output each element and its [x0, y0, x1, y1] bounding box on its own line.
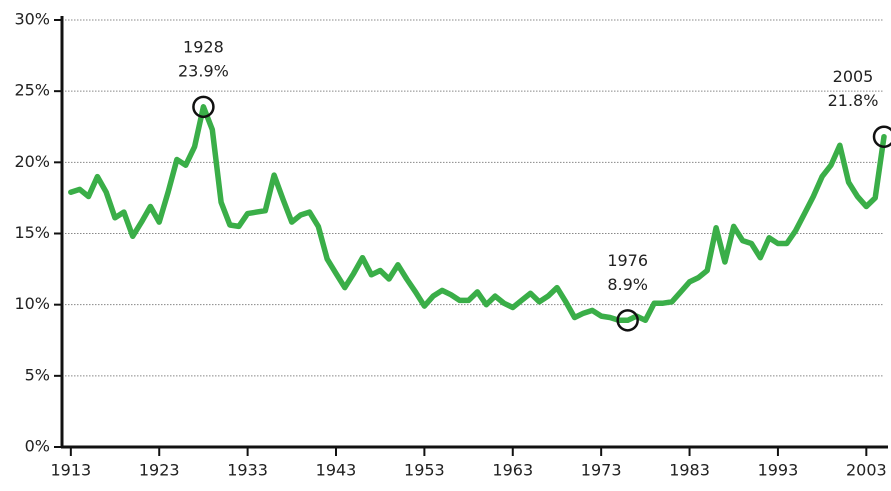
y-tick-label: 25%	[14, 81, 50, 100]
y-tick-label: 15%	[14, 223, 50, 242]
x-tick-label: 1913	[50, 461, 91, 480]
x-tick-label: 1983	[669, 461, 710, 480]
annotation-marker	[872, 125, 891, 148]
annotation-marker	[192, 95, 215, 119]
annotation-marker	[616, 309, 639, 332]
annotation-value: 8.9%	[607, 275, 648, 294]
x-tick-label: 1953	[404, 461, 445, 480]
annotation-value: 21.8%	[828, 91, 879, 110]
annotation-year: 1928	[183, 37, 224, 56]
y-tick-label: 30%	[14, 10, 50, 29]
annotation-year: 1976	[607, 251, 648, 270]
y-tick-label: 5%	[25, 365, 50, 384]
y-tick-label: 10%	[14, 294, 50, 313]
x-tick-label: 1973	[581, 461, 622, 480]
annotation-value: 23.9%	[178, 61, 229, 80]
x-tick-label: 2003	[846, 461, 887, 480]
x-tick-label: 1993	[758, 461, 799, 480]
y-tick-label: 0%	[25, 437, 50, 456]
x-tick-label: 1933	[227, 461, 268, 480]
annotation-year: 2005	[833, 67, 874, 86]
x-tick-label: 1943	[316, 461, 357, 480]
x-tick-label: 1923	[139, 461, 180, 480]
line	[68, 104, 887, 324]
y-tick-label: 20%	[14, 152, 50, 171]
x-tick-label: 1963	[492, 461, 533, 480]
